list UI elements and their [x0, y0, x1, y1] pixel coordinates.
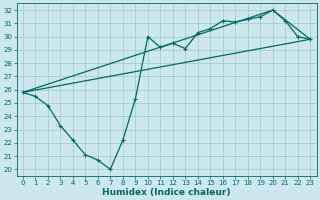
X-axis label: Humidex (Indice chaleur): Humidex (Indice chaleur) — [102, 188, 231, 197]
